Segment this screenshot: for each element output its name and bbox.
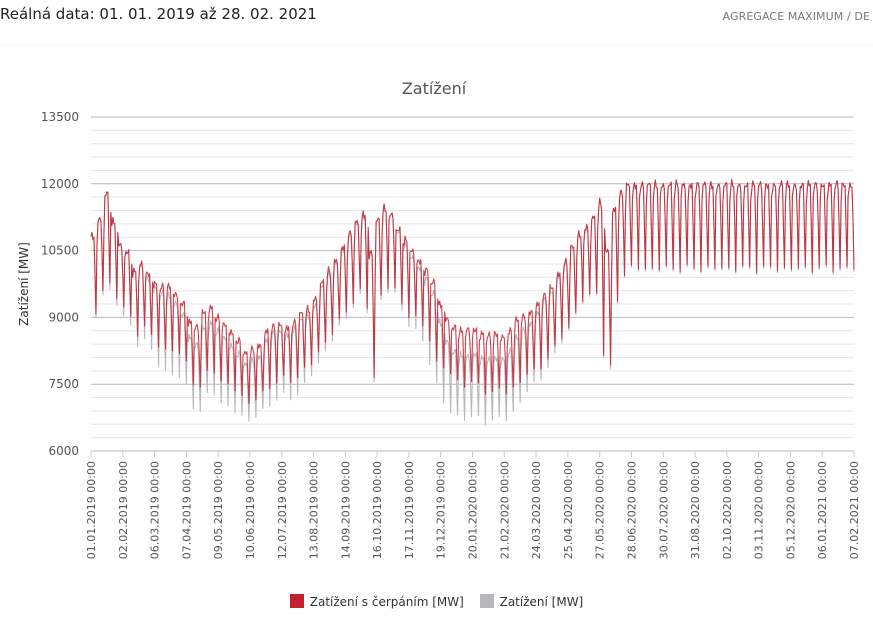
x-tick-label: 06.03.2019 00:00 bbox=[149, 461, 162, 559]
x-tick-label: 09.05.2019 00:00 bbox=[212, 461, 225, 559]
x-tick-label: 12.07.2019 00:00 bbox=[276, 461, 289, 559]
x-tick-label: 30.07.2020 00:00 bbox=[657, 461, 670, 559]
x-axis-ticks: 01.01.2019 00:00 02.02.2019 00:00 06.03.20… bbox=[85, 451, 861, 559]
y-tick-label: 12000 bbox=[41, 177, 79, 191]
x-tick-label: 25.04.2020 00:00 bbox=[562, 461, 575, 559]
y-tick-label: 13500 bbox=[41, 110, 79, 124]
x-tick-label: 14.09.2019 00:00 bbox=[339, 461, 352, 559]
chart-series bbox=[90, 178, 855, 426]
x-tick-label: 02.02.2019 00:00 bbox=[117, 461, 130, 559]
x-tick-label: 17.11.2019 00:00 bbox=[403, 461, 416, 559]
y-tick-label: 6000 bbox=[48, 444, 79, 458]
y-tick-label: 10500 bbox=[41, 244, 79, 258]
x-tick-label: 27.05.2020 00:00 bbox=[594, 461, 607, 559]
chart-title: Zatížení bbox=[402, 79, 467, 98]
x-tick-label: 21.02.2020 00:00 bbox=[498, 461, 511, 559]
x-tick-label: 02.10.2020 00:00 bbox=[721, 461, 734, 559]
x-tick-label: 07.02.2021 00:00 bbox=[848, 461, 861, 559]
series-line-load bbox=[90, 178, 855, 426]
x-tick-label: 16.10.2019 00:00 bbox=[371, 461, 384, 559]
legend-swatch-pumping bbox=[289, 594, 304, 608]
legend-label-pumping: Zatížení s čerpáním [MW] bbox=[309, 595, 464, 609]
date-range-title: Reálná data: 01. 01. 2019 až 28. 02. 202… bbox=[0, 5, 317, 23]
y-tick-label: 9000 bbox=[48, 310, 79, 324]
chart-gridlines bbox=[91, 116, 854, 452]
aggregation-selector[interactable]: AGREGACE MAXIMUM / DE bbox=[722, 10, 870, 23]
y-tick-label: 7500 bbox=[48, 377, 79, 391]
x-tick-label: 03.11.2020 00:00 bbox=[753, 461, 766, 559]
chart-legend: Zatížení s čerpáním [MW] Zatížení [MW] bbox=[0, 594, 873, 609]
y-axis-label: Zatížení [MW] bbox=[17, 242, 31, 326]
x-tick-label: 31.08.2020 00:00 bbox=[689, 461, 702, 559]
x-tick-label: 07.04.2019 00:00 bbox=[180, 461, 193, 559]
x-tick-label: 10.06.2019 00:00 bbox=[244, 461, 257, 559]
x-tick-label: 28.06.2020 00:00 bbox=[625, 461, 638, 559]
x-tick-label: 13.08.2019 00:00 bbox=[308, 461, 321, 559]
legend-label-load: Zatížení [MW] bbox=[499, 595, 584, 609]
y-axis-ticks: 6000 7500 9000 10500 12000 13500 bbox=[41, 110, 79, 458]
legend-item-pumping[interactable]: Zatížení s čerpáním [MW] bbox=[289, 594, 464, 609]
legend-item-load[interactable]: Zatížení [MW] bbox=[479, 594, 584, 609]
x-tick-label: 19.12.2019 00:00 bbox=[435, 461, 448, 559]
series-line-pumping bbox=[90, 178, 855, 405]
x-tick-label: 05.12.2020 00:00 bbox=[784, 461, 797, 559]
load-chart: Zatížení Zatížení [MW] 6000 7500 9000 10500… bbox=[17, 79, 861, 559]
legend-swatch-load bbox=[479, 594, 494, 608]
x-tick-label: 20.01.2020 00:00 bbox=[467, 461, 480, 559]
x-tick-label: 06.01.2021 00:00 bbox=[816, 461, 829, 559]
x-tick-label: 01.01.2019 00:00 bbox=[85, 461, 98, 559]
header-divider bbox=[0, 44, 873, 45]
x-tick-label: 24.03.2020 00:00 bbox=[530, 461, 543, 559]
